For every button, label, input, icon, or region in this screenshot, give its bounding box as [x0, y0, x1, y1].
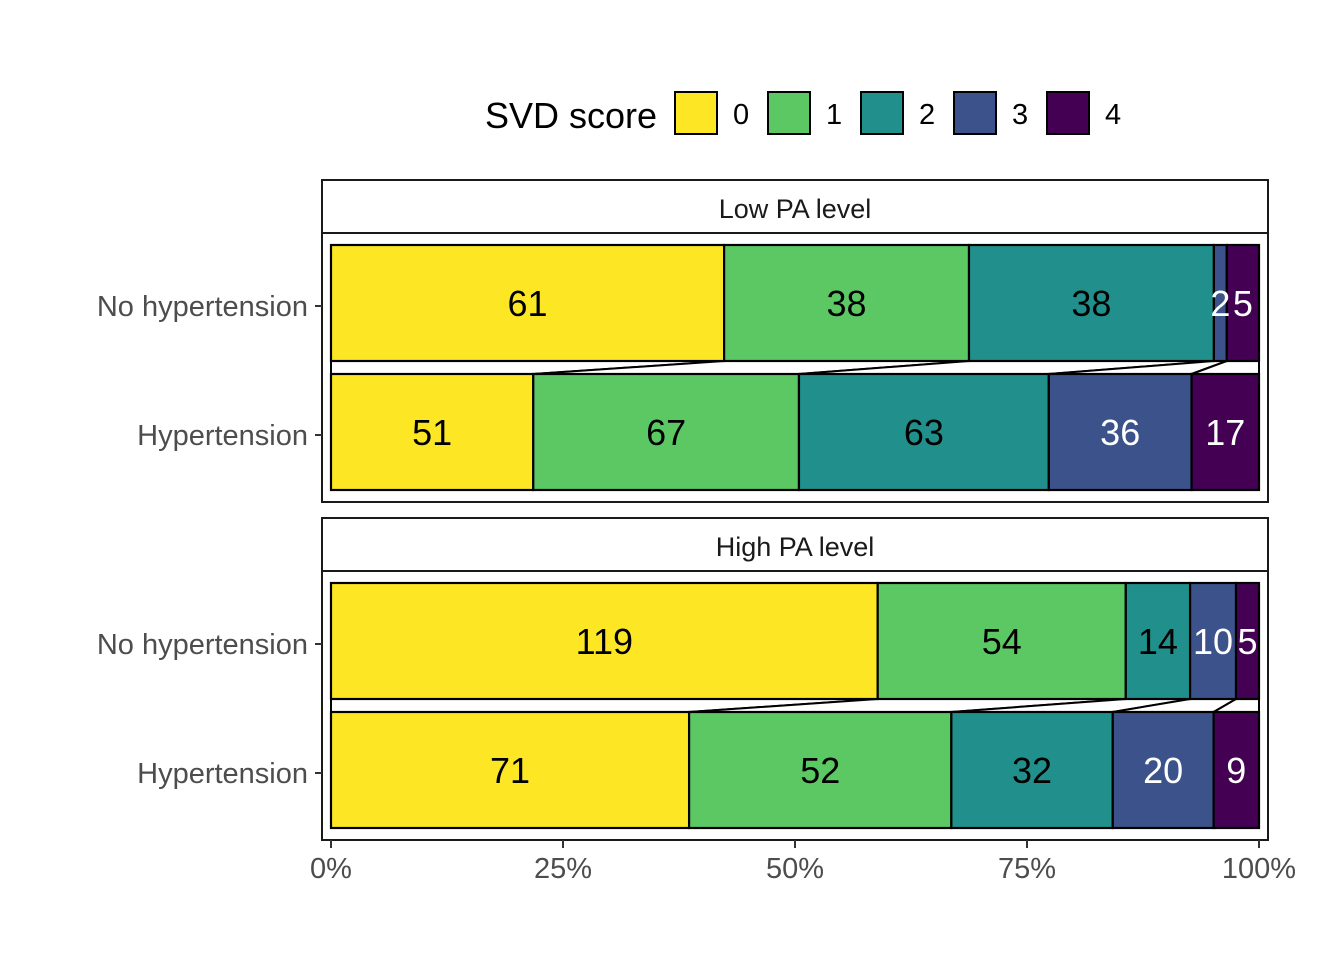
- data-label: 51: [412, 412, 452, 453]
- data-label: 10: [1193, 621, 1233, 662]
- data-label: 9: [1226, 750, 1246, 791]
- bar-segment-score-1: [687, 710, 953, 830]
- data-label: 61: [508, 283, 548, 324]
- facet-strip: [321, 179, 1269, 234]
- data-label: 2: [1210, 283, 1230, 324]
- data-label: 38: [1071, 283, 1111, 324]
- legend-key-3: [953, 91, 997, 135]
- bar-row: 51 67 63 36 17: [329, 372, 1261, 492]
- bar-segment-score-4: [1225, 243, 1261, 363]
- data-label: 71: [490, 750, 530, 791]
- data-label: 5: [1233, 283, 1253, 324]
- bar-segment-score-3: [1111, 710, 1215, 830]
- bar-segment-score-0: [329, 710, 691, 830]
- bar-segment-score-4: [1234, 581, 1261, 701]
- data-label: 36: [1100, 412, 1140, 453]
- bar-segment-score-2: [950, 710, 1114, 830]
- panel-1: Low PA level 61 38 38 2 5 No hypertension 51 67 6…: [97, 179, 1269, 503]
- bar-segment-score-4: [1190, 372, 1261, 492]
- legend-label-1: 1: [826, 99, 842, 131]
- y-tick-label: No hypertension: [97, 291, 308, 323]
- legend-label-4: 4: [1105, 99, 1121, 131]
- legend-key-1: [767, 91, 811, 135]
- data-label: 67: [646, 412, 686, 453]
- data-label: 54: [982, 621, 1022, 662]
- bar-segment-score-0: [329, 372, 535, 492]
- bar-segment-score-3: [1188, 581, 1238, 701]
- bar-segment-score-1: [876, 581, 1127, 701]
- data-label: 32: [1012, 750, 1052, 791]
- x-tick-label: 100%: [1222, 853, 1296, 885]
- x-tick-label: 75%: [998, 853, 1056, 885]
- facet-title: High PA level: [716, 532, 875, 562]
- bar-row: 119 54 14 10 5: [329, 581, 1261, 701]
- data-label: 5: [1237, 621, 1257, 662]
- flow-connectors: [330, 360, 1260, 375]
- y-tick-label: Hypertension: [137, 758, 308, 790]
- legend-title: SVD score: [485, 95, 657, 136]
- x-axis: 0% 25% 50% 75% 100%: [310, 840, 1296, 885]
- x-tick-label: 0%: [310, 853, 352, 885]
- bar-row: 71 52 32 20 9: [329, 710, 1261, 830]
- bar-segment-score-0: [329, 581, 879, 701]
- panel-border: [321, 232, 1269, 503]
- data-label: 63: [904, 412, 944, 453]
- facet-title: Low PA level: [719, 194, 872, 224]
- bar-segment-score-3: [1047, 372, 1193, 492]
- data-label: 20: [1143, 750, 1183, 791]
- legend-label-0: 0: [733, 99, 749, 131]
- data-label: 119: [576, 621, 633, 662]
- legend-key-0: [674, 91, 718, 135]
- legend-label-2: 2: [919, 99, 935, 131]
- flow-connectors: [330, 698, 1260, 713]
- data-label: 38: [827, 283, 867, 324]
- x-tick-label: 25%: [534, 853, 592, 885]
- y-tick-label: No hypertension: [97, 629, 308, 661]
- data-label: 17: [1205, 412, 1245, 453]
- data-label: 14: [1138, 621, 1178, 662]
- panel-2: High PA level 119 54 14 10 5 No hypertension 71…: [97, 517, 1269, 841]
- legend-key-2: [860, 91, 904, 135]
- bar-segment-score-2: [1124, 581, 1192, 701]
- bar-row: 61 38 38 2 5: [329, 243, 1261, 363]
- x-tick-label: 50%: [766, 853, 824, 885]
- legend-label-3: 3: [1012, 99, 1028, 131]
- bar-segment-score-4: [1212, 710, 1261, 830]
- bar-segment-score-2: [797, 372, 1050, 492]
- legend: SVD score 0 1 2 3 4: [485, 91, 1121, 136]
- legend-key-4: [1046, 91, 1090, 135]
- data-label: 52: [800, 750, 840, 791]
- y-tick-label: Hypertension: [137, 420, 308, 452]
